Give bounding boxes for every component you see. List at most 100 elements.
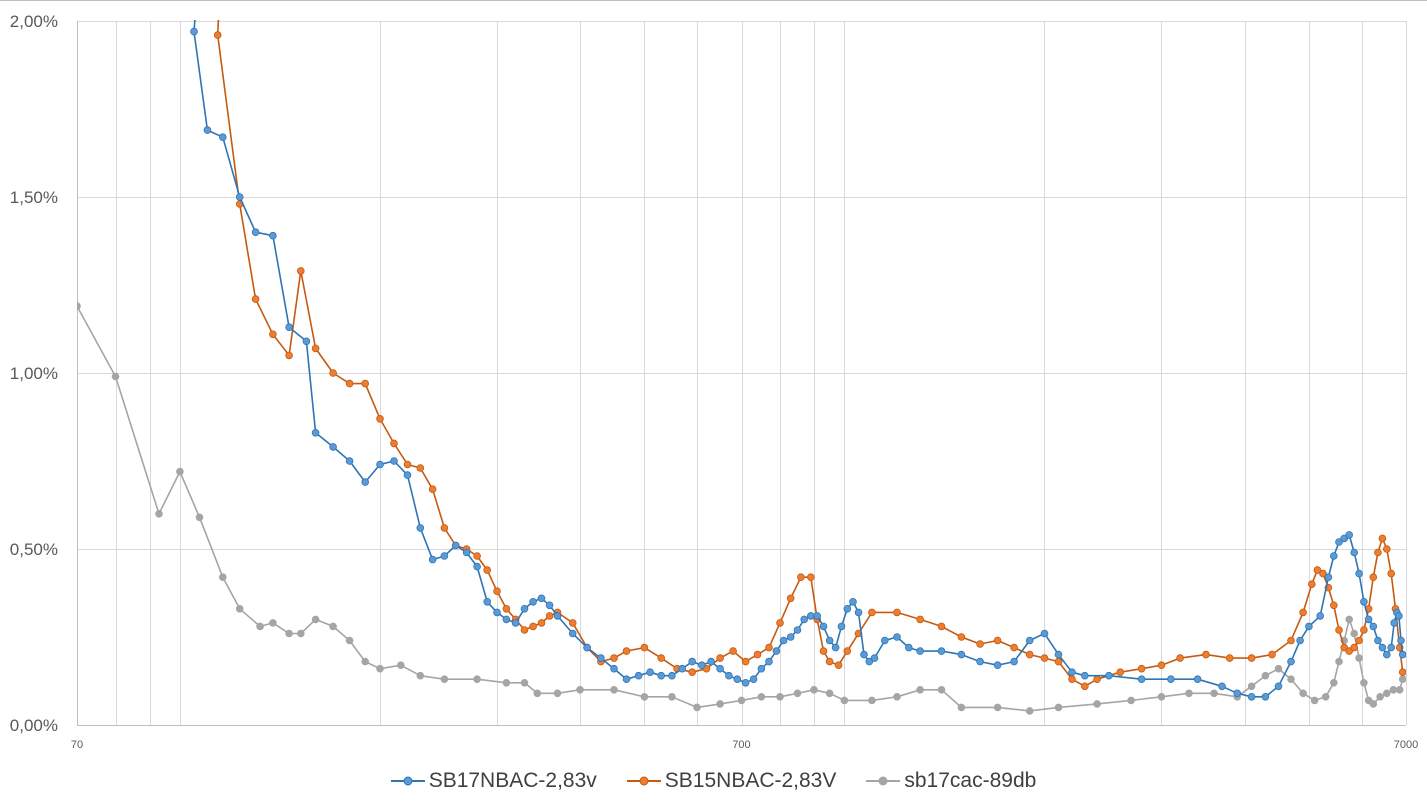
data-point-0-80	[1081, 671, 1089, 680]
data-point-2-11	[311, 615, 320, 624]
y-tick-label-1: 0,50%	[10, 540, 58, 559]
data-point-1-89	[1369, 573, 1378, 581]
data-point-0-62	[849, 597, 857, 606]
data-point-0-85	[1218, 682, 1226, 691]
data-point-2-1	[111, 372, 120, 381]
data-point-2-4	[195, 513, 204, 522]
data-point-0-63	[854, 608, 863, 617]
data-point-1-59	[993, 636, 1002, 645]
data-point-1-66	[1093, 675, 1101, 683]
data-point-1-51	[843, 647, 852, 655]
data-point-2-64	[1360, 678, 1368, 687]
data-point-1-76	[1299, 608, 1307, 617]
data-point-0-64	[860, 650, 868, 659]
data-point-0-5	[269, 231, 277, 240]
data-point-2-69	[1389, 685, 1398, 694]
data-point-0-47	[749, 675, 758, 683]
data-point-0-71	[937, 647, 946, 655]
data-point-0-82	[1137, 675, 1146, 683]
data-point-2-36	[840, 696, 849, 705]
data-point-0-53	[793, 626, 802, 634]
legend-marker-series-0	[390, 776, 425, 786]
data-point-2-30	[737, 696, 746, 705]
data-point-2-44	[1054, 703, 1063, 712]
y-tick-label-2: 1,00%	[10, 364, 58, 383]
data-point-0-16	[428, 555, 437, 564]
data-point-1-18	[473, 552, 481, 560]
data-point-0-61	[843, 604, 852, 613]
data-point-2-70	[1395, 685, 1404, 694]
data-point-0-111	[1397, 636, 1405, 645]
data-point-1-9	[361, 379, 370, 388]
data-point-1-75	[1287, 636, 1295, 645]
data-point-2-42	[993, 703, 1002, 712]
series-line-0	[193, 20, 1404, 698]
data-point-2-7	[256, 622, 264, 631]
plot-area	[77, 20, 1406, 715]
data-point-0-66	[870, 654, 879, 662]
data-point-2-25	[610, 685, 618, 694]
data-point-1-28	[568, 619, 577, 627]
data-point-1-20	[493, 587, 501, 595]
data-point-0-43	[716, 664, 724, 673]
series-2	[77, 302, 1406, 715]
data-point-2-71	[1398, 675, 1406, 683]
data-point-2-63	[1355, 654, 1363, 662]
grid	[77, 21, 1407, 725]
data-point-1-42	[765, 643, 773, 652]
data-point-2-16	[396, 661, 405, 669]
data-point-2-32	[776, 692, 784, 701]
data-point-1-77	[1308, 580, 1316, 588]
data-point-1-5	[296, 267, 305, 275]
data-point-2-54	[1287, 675, 1295, 683]
data-point-0-50	[772, 647, 781, 655]
data-point-2-27	[668, 692, 676, 701]
data-point-1-10	[376, 414, 384, 423]
data-point-0-10	[345, 457, 354, 465]
data-point-0-22	[493, 608, 501, 617]
data-point-0-105	[1378, 643, 1387, 652]
data-point-2-8	[269, 619, 277, 627]
data-point-0-70	[916, 647, 924, 655]
data-point-2-19	[473, 675, 481, 683]
data-point-0-98	[1345, 531, 1353, 539]
data-point-2-66	[1369, 700, 1378, 708]
data-point-1-39	[729, 647, 737, 655]
data-point-0-92	[1305, 622, 1313, 631]
data-point-0-69	[904, 643, 913, 652]
data-point-0-42	[707, 657, 715, 666]
data-point-0-14	[403, 471, 412, 479]
data-point-0-2	[219, 133, 227, 142]
data-point-2-2	[155, 509, 163, 518]
data-point-1-78	[1313, 566, 1322, 574]
data-point-1-32	[622, 647, 631, 655]
data-point-0-65	[865, 657, 874, 666]
data-point-0-12	[376, 460, 384, 469]
data-point-2-23	[553, 689, 562, 698]
data-point-2-37	[868, 696, 876, 705]
data-point-1-44	[786, 594, 795, 603]
data-point-0-35	[634, 671, 643, 680]
data-point-1-67	[1116, 668, 1124, 676]
data-point-1-69	[1157, 661, 1166, 669]
data-point-1-71	[1202, 650, 1210, 659]
data-point-2-10	[296, 629, 305, 638]
data-point-0-78	[1054, 650, 1063, 659]
data-point-0-23	[502, 615, 511, 624]
data-point-0-24	[511, 619, 520, 627]
data-point-0-3	[235, 193, 244, 201]
data-point-2-31	[757, 692, 766, 701]
data-point-1-82	[1335, 626, 1343, 634]
x-tick-label-2: 7000	[1394, 739, 1418, 751]
data-point-2-61	[1345, 615, 1353, 624]
data-point-1-14	[428, 485, 437, 494]
data-point-0-44	[725, 671, 733, 680]
data-point-0-60	[837, 622, 846, 631]
data-point-1-23	[520, 626, 529, 634]
data-point-1-45	[797, 573, 805, 581]
data-point-1-92	[1383, 545, 1391, 553]
data-point-0-36	[646, 668, 654, 676]
data-point-2-29	[716, 700, 724, 708]
data-point-1-33	[640, 643, 649, 652]
data-point-0-17	[440, 552, 449, 560]
